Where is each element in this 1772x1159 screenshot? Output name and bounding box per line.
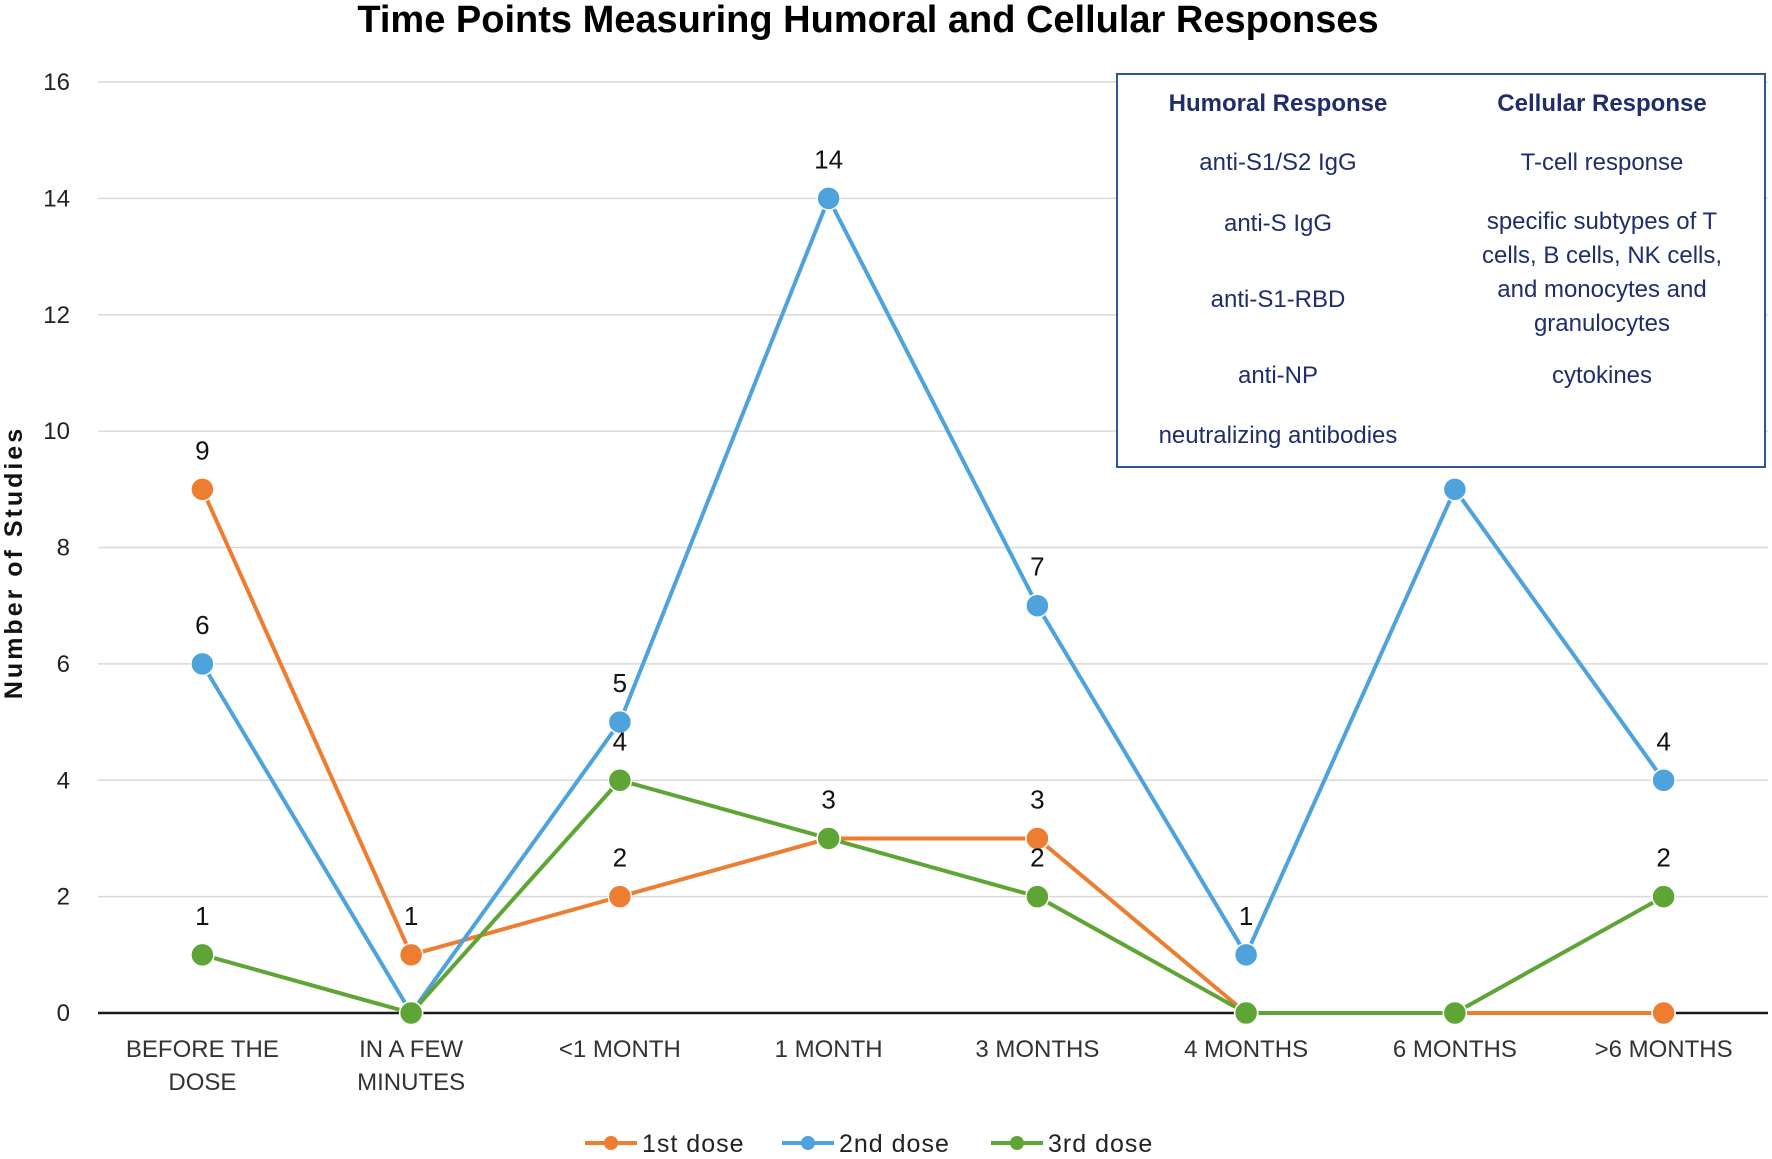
cellular-list: T-cell response specific subtypes of T cel… xyxy=(1482,149,1722,389)
data-label: 3 xyxy=(1030,784,1044,814)
cellular-item: and monocytes and xyxy=(1497,276,1706,303)
series-2-point xyxy=(607,709,633,735)
series-line-2 xyxy=(200,196,1666,1015)
humoral-item: anti-S IgG xyxy=(1224,210,1332,237)
y-tick-label: 10 xyxy=(43,418,70,445)
series-line-3 xyxy=(201,778,1665,1015)
cellular-item: cells, B cells, NK cells, xyxy=(1482,242,1722,269)
cellular-header: Cellular Response xyxy=(1497,90,1706,117)
legend-label: 1st dose xyxy=(642,1130,745,1158)
series-3-point xyxy=(190,942,215,968)
humoral-item: neutralizing antibodies xyxy=(1159,422,1398,449)
series-points xyxy=(190,186,1676,1026)
x-tick-label: <1 MONTH xyxy=(559,1036,681,1063)
series-3-point xyxy=(1233,1000,1259,1026)
y-tick-label: 12 xyxy=(43,302,70,329)
cellular-item: specific subtypes of T xyxy=(1487,208,1718,235)
series-2-point xyxy=(816,186,841,211)
y-axis-label: Number of Studies xyxy=(0,426,28,699)
series-1-point xyxy=(1651,1000,1676,1026)
x-tick-label: 6 MONTHS xyxy=(1393,1036,1517,1063)
series-3-point xyxy=(1442,1000,1468,1026)
data-label: 6 xyxy=(195,610,209,640)
series-1-point xyxy=(1025,826,1050,851)
data-label: 1 xyxy=(195,901,209,931)
humoral-list: anti-S1/S2 IgG anti-S IgG anti-S1-RBD anti-… xyxy=(1159,149,1398,449)
legend-swatch-marker xyxy=(801,1136,815,1150)
x-tick-label: IN A FEW xyxy=(359,1036,463,1063)
y-tick-label: 2 xyxy=(57,884,70,911)
series-2-point xyxy=(1651,768,1676,793)
legend: 1st dose 2nd dose 3rd dose xyxy=(585,1130,1153,1158)
x-tick-label: MINUTES xyxy=(357,1069,465,1096)
y-tick-label: 14 xyxy=(43,185,70,212)
chart-title: Time Points Measuring Humoral and Cellul… xyxy=(357,0,1378,41)
humoral-item: anti-S1/S2 IgG xyxy=(1199,149,1356,176)
series-3-point xyxy=(816,826,841,851)
humoral-item: anti-NP xyxy=(1238,362,1318,389)
series-lines xyxy=(200,196,1666,1015)
legend-label: 2nd dose xyxy=(839,1130,950,1158)
series-2-point xyxy=(1025,593,1050,618)
series-1-point xyxy=(190,477,215,502)
legend-swatch-marker xyxy=(604,1136,618,1150)
y-tick-label: 16 xyxy=(43,69,70,96)
x-tick-label: DOSE xyxy=(168,1069,236,1096)
series-2-point xyxy=(190,651,215,677)
data-label: 5 xyxy=(613,668,627,698)
y-tick-label: 4 xyxy=(57,767,70,794)
y-tick-label: 8 xyxy=(57,535,70,562)
x-tick-label: 3 MONTHS xyxy=(975,1036,1099,1063)
y-tick-label: 0 xyxy=(57,1000,70,1027)
data-label: 3 xyxy=(821,784,835,814)
data-label: 2 xyxy=(613,843,627,873)
data-label: 2 xyxy=(1656,843,1670,873)
x-axis-ticks: BEFORE THE DOSE IN A FEW MINUTES <1 MONTH 1 M… xyxy=(126,1036,1733,1096)
series-2-point xyxy=(1442,477,1468,502)
cellular-item: granulocytes xyxy=(1534,310,1670,337)
series-line-1 xyxy=(200,488,1664,1015)
data-label: 9 xyxy=(195,435,209,465)
series-3-point xyxy=(1025,884,1050,909)
data-label: 14 xyxy=(814,144,843,174)
series-1-point xyxy=(607,884,633,909)
series-3-point xyxy=(607,768,633,793)
legend-label: 3rd dose xyxy=(1048,1130,1153,1158)
series-3-point xyxy=(1651,884,1676,909)
info-box: Humoral Response Cellular Response anti-… xyxy=(1116,73,1766,468)
humoral-item: anti-S1-RBD xyxy=(1211,286,1346,313)
info-box-frame xyxy=(1116,73,1766,468)
series-2-point xyxy=(1233,942,1259,968)
x-tick-label: BEFORE THE xyxy=(126,1036,279,1063)
data-label: 4 xyxy=(613,726,627,756)
data-label: 1 xyxy=(1239,901,1253,931)
data-label: 4 xyxy=(1656,726,1670,756)
legend-swatch-marker xyxy=(1010,1136,1024,1150)
series-1-point xyxy=(398,942,424,968)
x-tick-label: 4 MONTHS xyxy=(1184,1036,1308,1063)
x-tick-label: 1 MONTH xyxy=(775,1036,883,1063)
series-3-point xyxy=(398,1000,424,1026)
humoral-header: Humoral Response xyxy=(1169,90,1388,117)
data-label: 7 xyxy=(1030,552,1044,582)
y-tick-label: 6 xyxy=(57,651,70,678)
y-axis-ticks: 0 2 4 6 8 10 12 14 16 xyxy=(43,69,70,1027)
cellular-item: cytokines xyxy=(1552,362,1652,389)
x-tick-label: >6 MONTHS xyxy=(1595,1036,1733,1063)
data-label: 1 xyxy=(404,901,418,931)
cellular-item: T-cell response xyxy=(1521,149,1684,176)
data-label: 2 xyxy=(1030,843,1044,873)
